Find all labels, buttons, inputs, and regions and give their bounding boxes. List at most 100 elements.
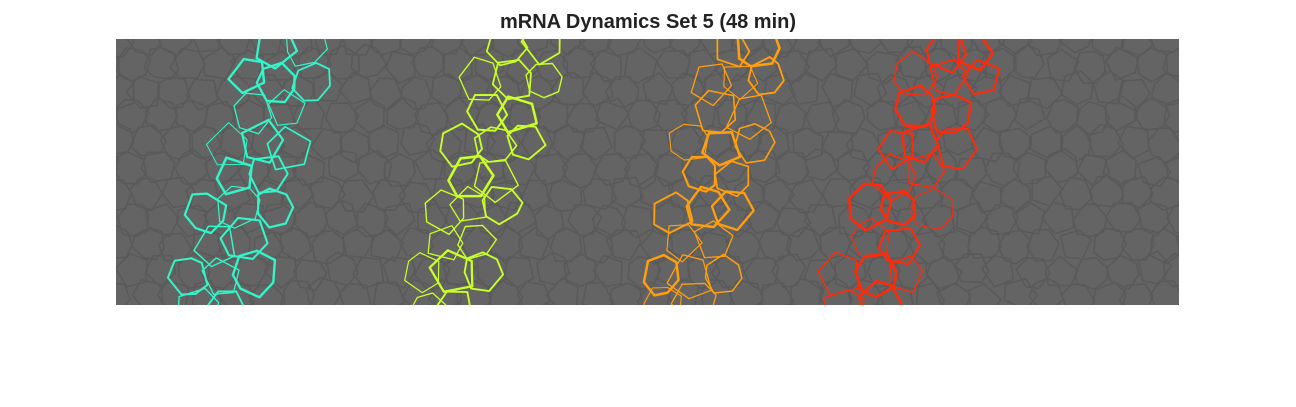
background-cell: [338, 282, 372, 305]
background-cell: [536, 251, 571, 286]
background-cell: [728, 279, 765, 305]
background-cell: [970, 126, 1004, 163]
background-cell: [1105, 254, 1140, 290]
background-cell: [263, 103, 297, 135]
background-cell: [831, 98, 866, 135]
background-cell: [1058, 39, 1092, 54]
highlighted-cell: [481, 185, 524, 226]
highlighted-cell: [227, 57, 266, 95]
background-cell: [581, 71, 614, 108]
background-cell: [835, 47, 870, 82]
background-cell: [369, 39, 403, 56]
background-cell: [517, 226, 550, 261]
background-cell: [219, 124, 254, 160]
background-cell: [1026, 76, 1064, 110]
background-cell: [746, 149, 781, 183]
background-cell: [743, 257, 780, 292]
highlighted-cell: [286, 39, 328, 67]
highlighted-cell: [734, 123, 776, 164]
highlighted-cell: [935, 128, 978, 170]
background-cell: [636, 281, 671, 305]
background-cell: [589, 49, 622, 83]
background-cell: [757, 123, 790, 161]
background-cell: [763, 72, 797, 106]
background-cell: [126, 39, 161, 57]
background-cell: [235, 254, 270, 288]
background-cell: [1163, 252, 1179, 288]
background-cell: [651, 201, 687, 235]
background-cell: [669, 125, 706, 159]
background-cell: [731, 39, 766, 59]
background-cell: [761, 281, 795, 305]
highlighted-cell: [166, 257, 209, 296]
background-cell: [324, 102, 360, 134]
background-cell: [787, 72, 820, 106]
background-cell: [458, 73, 494, 110]
background-cell: [129, 123, 167, 157]
background-cell: [605, 229, 642, 262]
highlighted-cell: [961, 58, 1001, 96]
background-cell: [744, 100, 777, 137]
background-cell: [980, 47, 1017, 82]
background-cell: [537, 99, 569, 134]
highlighted-cell: [701, 131, 742, 167]
background-cell: [935, 282, 972, 305]
background-cell: [370, 228, 405, 262]
background-cell: [1013, 97, 1046, 131]
background-cell: [169, 47, 206, 80]
background-cell: [786, 39, 823, 56]
background-cell: [853, 72, 888, 108]
background-cell: [492, 39, 526, 58]
background-cell: [352, 256, 385, 290]
background-cell: [582, 227, 614, 264]
background-cell: [533, 204, 565, 240]
background-cell: [516, 39, 549, 55]
background-cell: [702, 71, 734, 105]
background-cell: [116, 203, 150, 238]
background-cell: [400, 122, 436, 156]
highlighted-cell: [217, 185, 261, 229]
background-cell: [941, 122, 975, 156]
background-cell: [443, 151, 477, 187]
background-cell: [915, 282, 946, 305]
background-cell: [327, 149, 360, 183]
highlighted-cell: [690, 63, 733, 107]
highlighted-cell: [653, 191, 694, 234]
background-cell: [1015, 257, 1051, 290]
background-cell: [1091, 281, 1127, 305]
highlighted-cell: [183, 192, 228, 235]
background-cell: [980, 254, 1015, 288]
background-cell: [878, 178, 917, 213]
background-cell: [1075, 100, 1110, 136]
cell-segmentation-overlay: [116, 39, 1179, 305]
background-cell: [383, 202, 416, 237]
background-cell: [460, 39, 494, 56]
highlighted-cell: [231, 249, 277, 299]
background-cell: [371, 178, 407, 211]
highlighted-cell: [177, 287, 220, 305]
highlighted-cell: [424, 189, 465, 236]
background-cell: [620, 204, 655, 239]
background-cell: [700, 278, 732, 305]
background-cell: [1137, 250, 1173, 285]
background-cell: [1120, 39, 1155, 59]
background-cell: [773, 101, 807, 135]
background-cell: [879, 282, 914, 305]
background-cell: [655, 49, 692, 79]
background-cell: [413, 148, 446, 181]
background-cell: [534, 152, 569, 187]
background-cell: [983, 203, 1019, 236]
background-cell: [463, 123, 496, 157]
highlighted-cell: [956, 39, 995, 72]
background-cell: [1104, 202, 1142, 233]
highlighted-cell: [466, 94, 509, 132]
background-cell: [775, 49, 811, 82]
background-cell: [1121, 175, 1154, 209]
highlighted-cell: [267, 89, 306, 126]
background-cell: [386, 95, 419, 130]
background-cell: [909, 174, 944, 210]
highlighted-cell: [848, 182, 893, 232]
background-cell: [921, 203, 956, 239]
highlighted-cell: [901, 122, 940, 164]
background-cell: [1003, 278, 1039, 305]
